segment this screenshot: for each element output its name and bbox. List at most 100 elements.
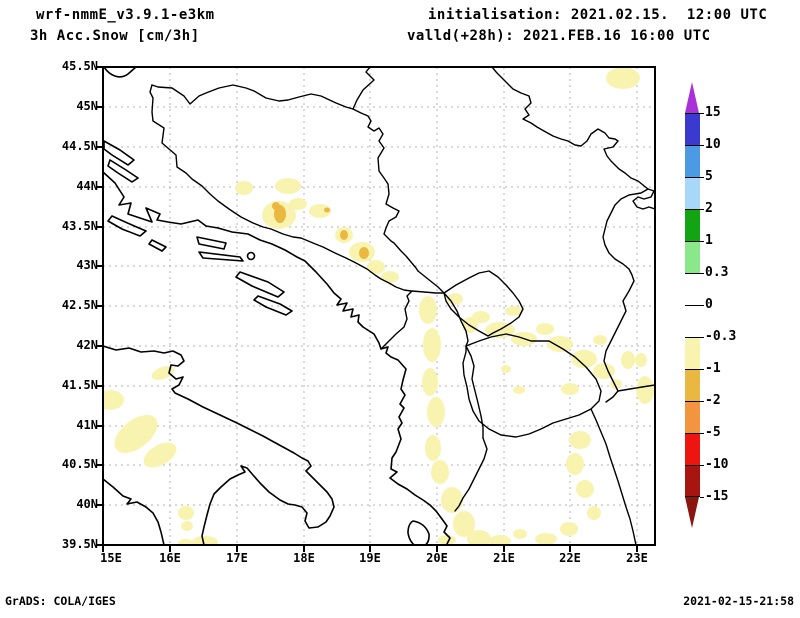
island-vis	[246, 251, 256, 261]
colorbar-label: -5	[705, 425, 721, 440]
border-croatia-serbia-north	[352, 67, 375, 110]
grads-credit: GrADS: COLA/IGES	[5, 594, 116, 608]
lat-tick-label: 41.5N	[61, 378, 98, 392]
colorbar-tick	[700, 113, 704, 114]
colorbar-segment	[685, 241, 700, 273]
lat-tick-label: 45N	[76, 99, 98, 113]
colorbar-segment	[685, 145, 700, 177]
island-peljesac	[235, 271, 285, 298]
snow-decrease-cores	[272, 202, 369, 259]
island-dugi-otok	[107, 215, 147, 237]
border-kosovo	[443, 270, 524, 337]
init-time-label: initialisation: 2021.02.15. 12:00 UTC	[428, 7, 768, 23]
colorbar-segment	[685, 369, 700, 401]
country-borders	[149, 67, 655, 545]
colorbar-label: -10	[705, 457, 729, 472]
coastlines	[103, 67, 451, 545]
colorbar-label: 5	[705, 169, 713, 184]
colorbar-segment	[685, 113, 700, 145]
colorbar-tick	[700, 177, 704, 178]
colorbar-segment	[685, 209, 700, 241]
colorbar-label: 0	[705, 297, 713, 312]
island-corfu	[407, 520, 430, 545]
border-greece-bulgaria-south	[590, 408, 637, 545]
colorbar-tick	[700, 369, 704, 370]
border-serbia-romania-danube	[491, 67, 655, 210]
lon-tick-label: 23E	[626, 551, 648, 565]
lat-tick-label: 42.5N	[61, 298, 98, 312]
colorbar-segment	[685, 401, 700, 433]
colorbar-segment	[685, 273, 700, 305]
colorbar-label: -2	[705, 393, 721, 408]
lon-tick-label: 17E	[226, 551, 248, 565]
coast-kvarner	[103, 67, 137, 78]
coast-italy-adriatic	[103, 345, 335, 545]
island-mljet	[253, 295, 293, 316]
colorbar-segment	[685, 305, 700, 337]
snow-decrease-patches	[103, 67, 654, 545]
border-albania-east	[443, 292, 484, 439]
colorbar-bottom-arrow	[685, 497, 699, 528]
colorbar-top-arrow	[685, 82, 699, 113]
island-kornati	[148, 239, 167, 252]
coast-greece	[441, 518, 451, 545]
colorbar-label: 0.3	[705, 265, 729, 280]
border-albania-greece	[454, 437, 488, 512]
border-bosnia-west-southwest	[149, 84, 412, 292]
colorbar-tick	[700, 241, 704, 242]
border-serbia-bulgaria	[602, 188, 649, 403]
colorbar-label: 1	[705, 233, 713, 248]
axis-ticks	[96, 66, 638, 552]
lon-tick-label: 20E	[426, 551, 448, 565]
border-bosnia-north-sava	[151, 84, 354, 110]
lat-tick-label: 44.5N	[61, 139, 98, 153]
lat-tick-label: 45.5N	[61, 59, 98, 73]
model-name: wrf-nmmE_v3.9.1-e3km	[36, 7, 215, 23]
colorbar-segment	[685, 177, 700, 209]
timestamp: 2021-02-15-21:58	[683, 594, 794, 608]
colorbar-label: 2	[705, 201, 713, 216]
field-title: 3h Acc.Snow [cm/3h]	[30, 28, 200, 44]
colorbar-tick	[700, 401, 704, 402]
colorbar-label: 10	[705, 137, 721, 152]
colorbar-tick	[700, 433, 704, 434]
lon-tick-label: 18E	[293, 551, 315, 565]
lon-tick-label: 21E	[493, 551, 515, 565]
border-drina-bosnia-serbia	[352, 108, 419, 272]
colorbar-label: -1	[705, 361, 721, 376]
border-serbia-montenegro	[417, 270, 445, 294]
border-montenegro-albania	[380, 290, 413, 350]
lat-tick-label: 43.5N	[61, 219, 98, 233]
colorbar-tick	[700, 273, 704, 274]
colorbar-tick	[700, 497, 704, 498]
border-north-macedonia	[462, 333, 602, 438]
colorbar-tick	[700, 337, 704, 338]
border-montenegro-kosovo-link	[411, 290, 445, 294]
lat-tick-label: 40.5N	[61, 457, 98, 471]
colorbar-label: -0.3	[705, 329, 737, 344]
lon-tick-label: 15E	[100, 551, 122, 565]
colorbar-segment	[685, 465, 700, 497]
island-hvar	[198, 251, 244, 262]
lat-tick-label: 39.5N	[61, 537, 98, 551]
colorbar-tick	[700, 305, 704, 306]
coast-zadar-dalmatia-albania	[103, 171, 443, 520]
lat-tick-label: 44N	[76, 179, 98, 193]
coast-italy-tyrrhenian	[103, 478, 165, 545]
colorbar-tick	[700, 145, 704, 146]
lat-tick-label: 41N	[76, 418, 98, 432]
colorbar-segment	[685, 337, 700, 369]
colorbar-label: 15	[705, 105, 721, 120]
colorbar-tick	[700, 209, 704, 210]
lat-tick-label: 40N	[76, 497, 98, 511]
valid-time-label: valld(+28h): 2021.FEB.16 16:00 UTC	[407, 28, 711, 44]
island-brac	[196, 236, 227, 250]
island-rab	[107, 159, 139, 183]
lat-tick-label: 42N	[76, 338, 98, 352]
colorbar-tick	[700, 465, 704, 466]
colorbar-label: -15	[705, 489, 729, 504]
colorbar-segment	[685, 433, 700, 465]
lat-tick-label: 43N	[76, 258, 98, 272]
